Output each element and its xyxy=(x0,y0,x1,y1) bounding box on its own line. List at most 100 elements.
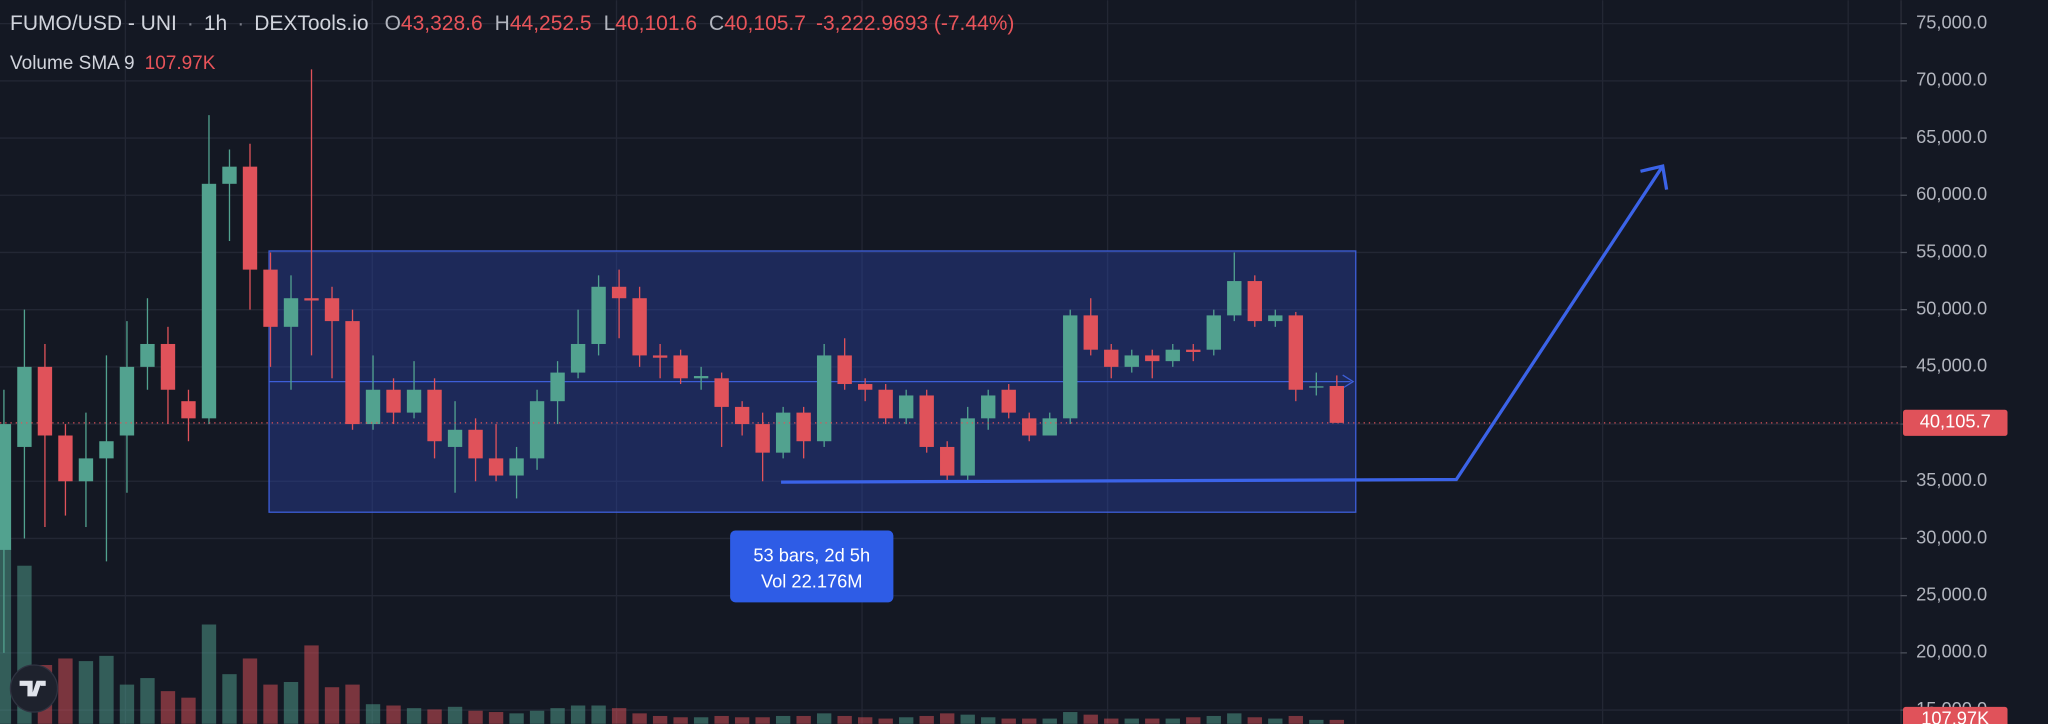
candle-body xyxy=(673,355,688,379)
candle-body xyxy=(468,429,483,459)
candle-body xyxy=(857,384,873,390)
volume-bar xyxy=(1206,715,1221,724)
candle-body xyxy=(1247,281,1262,322)
volume-bar xyxy=(58,658,73,724)
volume-bar xyxy=(447,706,463,724)
candle-body xyxy=(386,389,401,413)
candle-body xyxy=(652,355,668,358)
volume-bar xyxy=(468,710,483,724)
ohlc-legend: O43,328.6 H44,252.5 L40,101.6 C40,105.7 xyxy=(385,12,806,36)
candle-body xyxy=(37,366,53,436)
separator: · xyxy=(237,12,245,35)
header: FUMO/USD - UNI · 1h · DEXTools.io O43,32… xyxy=(10,12,1014,36)
candle-body xyxy=(1001,389,1016,413)
y-tick-label: 70,000.0 xyxy=(1916,69,1987,90)
candle-body xyxy=(632,298,647,356)
volume-bar xyxy=(181,697,196,724)
volume-bar xyxy=(857,717,873,724)
candle-body xyxy=(1329,385,1344,423)
candle-body xyxy=(775,412,791,453)
volume-bar xyxy=(1042,718,1057,724)
volume-bar xyxy=(1063,712,1078,724)
candle-body xyxy=(755,424,770,453)
candle-body xyxy=(324,298,340,322)
volume-bar xyxy=(611,708,627,724)
candle-body xyxy=(960,418,975,476)
logo xyxy=(9,664,59,713)
candle-body xyxy=(263,269,278,327)
last-price-label: 40,105.7 xyxy=(1920,411,1991,432)
candle-body xyxy=(58,435,73,482)
candle-body xyxy=(1206,315,1221,350)
y-tick-label: 25,000.0 xyxy=(1916,583,1987,604)
candle-body xyxy=(160,343,176,390)
volume-bar xyxy=(1145,718,1160,724)
range-mid-arrow xyxy=(1342,374,1355,389)
volume-bar xyxy=(1288,715,1303,724)
interval[interactable]: 1h xyxy=(203,12,228,35)
projection-line xyxy=(781,165,1665,484)
volume-bar xyxy=(365,704,381,724)
volume-bar xyxy=(1083,714,1098,724)
volume-sma-axis-label: 107.97K xyxy=(1921,708,1989,724)
candle-body xyxy=(201,183,217,419)
candle-body xyxy=(181,401,196,419)
volume-bar xyxy=(160,691,176,724)
candle-body xyxy=(816,355,832,442)
range-info-box xyxy=(730,530,894,603)
volume-bar xyxy=(406,708,422,724)
candle-body xyxy=(406,389,422,413)
volume-bar xyxy=(796,715,811,724)
volume-bar xyxy=(960,714,975,724)
volume-bar xyxy=(78,661,94,724)
volume-bar xyxy=(755,717,770,724)
candle-body xyxy=(796,412,811,442)
candle-body xyxy=(529,401,545,459)
symbol[interactable]: FUMO/USD - UNI xyxy=(10,12,177,35)
volume-bar xyxy=(1309,719,1324,724)
volume-bar xyxy=(919,715,934,724)
volume-bar xyxy=(140,678,155,724)
ohlc-value: 43,328.6 xyxy=(400,12,483,35)
volume-sma-box xyxy=(1903,706,2008,724)
candle-body xyxy=(1124,355,1139,367)
range-info-volume: Vol 22.176M xyxy=(761,571,863,592)
volume-bar xyxy=(304,645,319,724)
y-tick-label: 50,000.0 xyxy=(1916,297,1987,318)
volume-bar xyxy=(0,548,12,724)
ohlc-item: H44,252.5 xyxy=(495,12,592,36)
ohlc-item: L40,101.6 xyxy=(604,12,697,36)
candle-body xyxy=(119,366,135,436)
candle-body xyxy=(0,424,12,550)
y-tick-label: 30,000.0 xyxy=(1916,526,1987,547)
y-tick-label: 35,000.0 xyxy=(1916,469,1987,490)
candle-body xyxy=(693,376,709,379)
volume-bar xyxy=(324,687,340,724)
volume-bar xyxy=(1227,713,1242,724)
volume-bar xyxy=(673,717,688,724)
volume-bar xyxy=(775,715,791,724)
volume-bar xyxy=(940,713,955,724)
ohlc-value: 44,252.5 xyxy=(509,12,592,35)
candle-body xyxy=(1227,281,1242,316)
volume-bar xyxy=(816,713,832,724)
volume-bar xyxy=(899,717,914,724)
volume-bar xyxy=(99,655,114,724)
volume-bar xyxy=(1104,718,1119,724)
candle-body xyxy=(1042,418,1057,436)
volume-bar xyxy=(1186,717,1201,724)
y-tick-label: 65,000.0 xyxy=(1916,126,1987,147)
volume-bar xyxy=(488,712,504,724)
candle-body xyxy=(734,406,750,425)
candle-body xyxy=(981,395,996,419)
volume-bar xyxy=(570,705,586,724)
candle-body xyxy=(570,343,586,373)
candle-body xyxy=(940,446,955,476)
volume-bar xyxy=(693,717,709,724)
separator: · xyxy=(186,12,194,35)
candle-body xyxy=(222,166,237,184)
volume-bar xyxy=(119,684,135,724)
volume-bar xyxy=(529,710,545,724)
